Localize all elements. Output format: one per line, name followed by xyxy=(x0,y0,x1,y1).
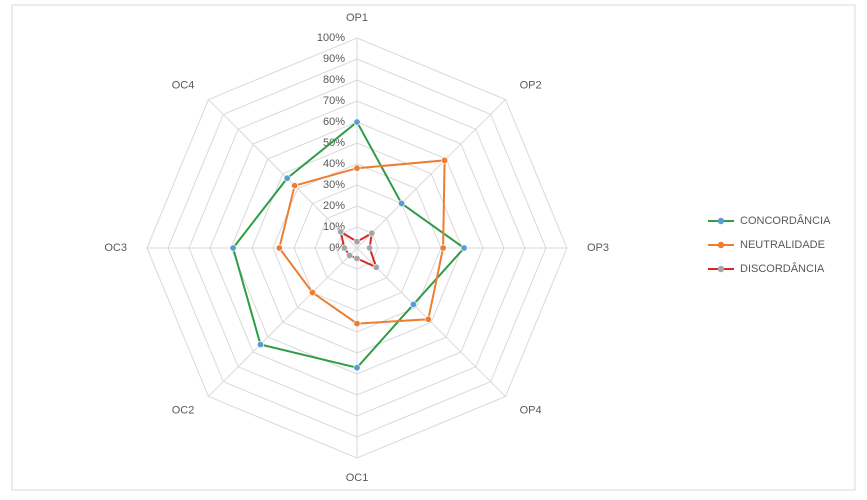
data-point xyxy=(308,289,316,297)
data-point xyxy=(353,320,361,328)
r-tick-label: 60% xyxy=(323,116,345,128)
data-point xyxy=(340,244,348,252)
category-label: OP2 xyxy=(520,79,542,91)
r-tick-label: 30% xyxy=(323,179,345,191)
data-point xyxy=(424,315,432,323)
category-label: OP3 xyxy=(587,242,609,254)
r-tick-label: 0% xyxy=(329,242,345,254)
category-label: OC4 xyxy=(172,79,195,91)
data-point xyxy=(353,364,361,372)
data-point xyxy=(291,182,299,190)
data-point xyxy=(353,164,361,172)
spoke xyxy=(208,99,358,249)
r-tick-label: 40% xyxy=(323,158,345,170)
data-point xyxy=(398,199,406,207)
category-label: OC1 xyxy=(346,472,369,484)
data-point xyxy=(460,244,468,252)
legend-label: DISCORDÂNCIA xyxy=(740,262,825,275)
data-point xyxy=(353,255,361,263)
data-point xyxy=(439,244,447,252)
r-tick-label: 90% xyxy=(323,53,345,65)
spoke xyxy=(356,247,506,397)
data-point xyxy=(229,244,237,252)
legend-label: NEUTRALIDADE xyxy=(740,239,825,251)
data-point xyxy=(366,244,374,252)
data-point xyxy=(353,118,361,126)
data-point xyxy=(346,251,354,259)
category-label: OP4 xyxy=(520,405,542,417)
r-tick-label: 20% xyxy=(323,200,345,212)
data-point xyxy=(441,156,449,164)
r-tick-label: 100% xyxy=(317,32,345,44)
data-point xyxy=(372,263,380,271)
data-point xyxy=(337,228,345,236)
legend-marker xyxy=(717,241,725,249)
legend-label: CONCORDÂNCIA xyxy=(740,214,831,227)
r-tick-label: 70% xyxy=(323,95,345,107)
category-label: OC2 xyxy=(172,405,195,417)
r-tick-label: 80% xyxy=(323,74,345,86)
data-point xyxy=(283,174,291,182)
data-point xyxy=(275,244,283,252)
data-point xyxy=(256,341,264,349)
data-point xyxy=(368,229,376,237)
data-point xyxy=(353,238,361,246)
spoke xyxy=(356,99,506,249)
category-label: OP1 xyxy=(346,12,368,24)
legend-marker xyxy=(717,217,725,225)
spoke xyxy=(208,247,358,397)
data-point xyxy=(409,300,417,308)
legend-marker xyxy=(717,265,725,273)
category-label: OC3 xyxy=(104,242,127,254)
